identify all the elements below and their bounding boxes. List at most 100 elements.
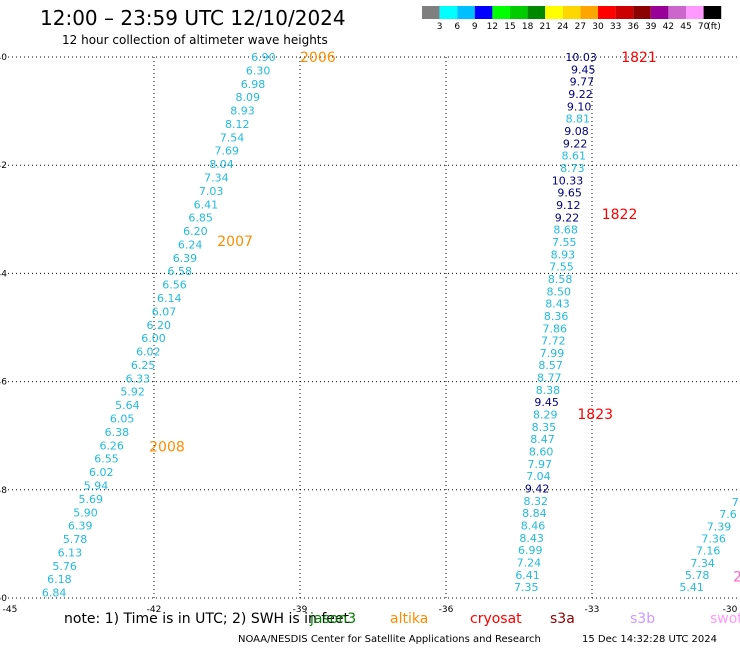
wave-height-value: 5.90 bbox=[73, 506, 98, 519]
wave-height-value: 8.35 bbox=[532, 421, 557, 434]
legend-swatch bbox=[562, 6, 581, 19]
x-tick-label: -33 bbox=[585, 605, 600, 615]
legend-swatch bbox=[686, 6, 704, 19]
wave-height-value: 8.93 bbox=[230, 105, 255, 118]
x-tick-label: -45 bbox=[3, 605, 18, 615]
wave-height-value: 7.16 bbox=[696, 545, 721, 558]
legend-swatch bbox=[439, 6, 458, 19]
wave-height-value: 6.58 bbox=[167, 265, 192, 278]
mission-altika: altika bbox=[390, 611, 429, 627]
wave-height-value: 7. bbox=[732, 496, 740, 509]
wave-height-value: 6.02 bbox=[89, 466, 114, 479]
y-tick-label: -44 bbox=[0, 269, 7, 279]
legend-tick-label: 33 bbox=[610, 22, 621, 32]
time-label: 1821 bbox=[621, 50, 657, 66]
wave-height-value: 5.92 bbox=[120, 386, 145, 399]
wave-height-value: 7.03 bbox=[199, 185, 224, 198]
legend-tick-label: 42 bbox=[663, 22, 674, 32]
time-labels: 2006 2007 2008 1821 1822 1823 2 bbox=[149, 50, 740, 585]
credit-line: NOAA/NESDIS Center for Satellite Applica… bbox=[238, 634, 541, 645]
wave-height-value: 7.97 bbox=[528, 458, 553, 471]
y-tick-label: -50 bbox=[0, 594, 7, 604]
wave-height-value: 5.78 bbox=[685, 569, 710, 582]
x-tick-label: -39 bbox=[293, 605, 308, 615]
wave-height-value: 8.38 bbox=[536, 384, 561, 397]
wave-height-value: 8.43 bbox=[545, 298, 570, 311]
legend-swatch bbox=[598, 6, 616, 19]
timestamp: 15 Dec 14:32:28 UTC 2024 bbox=[582, 634, 717, 645]
wave-height-value: 6.41 bbox=[515, 569, 540, 582]
legend-swatch bbox=[545, 6, 563, 19]
color-scale-legend: 3 6 9 12 15 18 21 24 27 30 33 36 39 42 45 70(ft) bbox=[422, 6, 722, 32]
wave-height-value: 9.42 bbox=[525, 483, 550, 496]
wave-height-value: 6.02 bbox=[136, 346, 161, 359]
legend-tick-label: 18 bbox=[522, 22, 534, 32]
wave-height-value: 7.86 bbox=[542, 322, 567, 335]
x-tick-label: -36 bbox=[439, 605, 454, 615]
wave-height-value: 9.08 bbox=[564, 125, 589, 138]
y-tick-label: -42 bbox=[0, 161, 7, 171]
legend-tick-label: 45 bbox=[680, 22, 691, 32]
wave-height-value: 6.05 bbox=[110, 413, 135, 426]
wave-height-value: 7.72 bbox=[541, 335, 566, 348]
wave-height-value: 6.26 bbox=[99, 439, 124, 452]
wave-height-value: 6.18 bbox=[47, 573, 72, 586]
legend-tick-label: 30 bbox=[592, 22, 604, 32]
wave-height-value: 8.73 bbox=[560, 162, 585, 175]
wave-height-value: 5.69 bbox=[79, 493, 104, 506]
wave-height-value: 7.6 bbox=[719, 508, 737, 521]
wave-height-value: 8.84 bbox=[522, 507, 547, 520]
wave-height-value: 8.43 bbox=[519, 532, 544, 545]
wave-height-value: 8.60 bbox=[529, 446, 554, 459]
mission-cryosat: cryosat bbox=[470, 611, 522, 627]
wave-height-value: 9.12 bbox=[556, 199, 581, 212]
time-label: 2008 bbox=[149, 440, 185, 456]
axes: -45 -42 -39 -36 -33 -30 -40 -42 -44 -46 -48 -50 bbox=[0, 53, 738, 615]
wave-height-value: 7.36 bbox=[701, 532, 726, 545]
legend-swatch bbox=[422, 6, 440, 19]
wave-height-value: 7.34 bbox=[690, 557, 715, 570]
wave-height-value: 6.41 bbox=[194, 198, 219, 211]
wave-height-value: 6.84 bbox=[42, 587, 67, 600]
legend-tick-label: 70 bbox=[698, 22, 710, 32]
wave-height-value: 8.77 bbox=[537, 372, 562, 385]
wave-height-value: 8.57 bbox=[538, 359, 563, 372]
wave-height-value: 6.14 bbox=[157, 292, 182, 305]
wave-height-value: 6.99 bbox=[518, 544, 543, 557]
wave-height-value: 6.13 bbox=[58, 546, 83, 559]
wave-height-value: 6.56 bbox=[162, 279, 187, 292]
wave-height-value: 8.29 bbox=[533, 409, 558, 422]
legend-swatch bbox=[703, 6, 722, 19]
wave-height-value: 8.47 bbox=[530, 433, 555, 446]
wave-height-value: 7.24 bbox=[517, 557, 542, 570]
legend-tick-label: 27 bbox=[575, 22, 586, 32]
wave-height-value: 6.38 bbox=[105, 426, 130, 439]
wave-height-value: 6.90 bbox=[251, 51, 276, 64]
mission-s3a: s3a bbox=[550, 611, 575, 627]
wave-height-value: 8.12 bbox=[225, 118, 250, 131]
legend-swatch bbox=[510, 6, 528, 19]
grid bbox=[8, 56, 738, 599]
x-tick-label: -42 bbox=[147, 605, 162, 615]
wave-height-value: 8.32 bbox=[523, 495, 548, 508]
wave-height-value: 7.39 bbox=[707, 520, 732, 533]
wave-height-value: 9.45 bbox=[571, 63, 596, 76]
wave-height-value: 7.55 bbox=[549, 261, 574, 274]
wave-height-value: 5.78 bbox=[63, 533, 88, 546]
time-label: 2007 bbox=[217, 234, 253, 250]
wave-height-value: 8.46 bbox=[521, 520, 546, 533]
wave-height-value: 7.55 bbox=[552, 236, 577, 249]
page-title: 12:00 – 23:59 UTC 12/10/2024 bbox=[40, 6, 346, 30]
wave-height-value: 8.68 bbox=[553, 224, 578, 237]
track-values: 6.906.306.988.098.938.127.547.698.047.34… bbox=[42, 51, 740, 600]
wave-height-value: 7.04 bbox=[526, 470, 551, 483]
time-label: 1823 bbox=[577, 407, 613, 423]
wave-height-value: 6.98 bbox=[241, 78, 266, 91]
legend-tick-label: 9 bbox=[472, 22, 478, 32]
legend-tick-label: 39 bbox=[645, 22, 657, 32]
time-label: 1822 bbox=[602, 207, 638, 223]
y-tick-label: -46 bbox=[0, 378, 7, 388]
wave-height-value: 8.81 bbox=[566, 113, 591, 126]
wave-height-value: 8.58 bbox=[548, 273, 573, 286]
